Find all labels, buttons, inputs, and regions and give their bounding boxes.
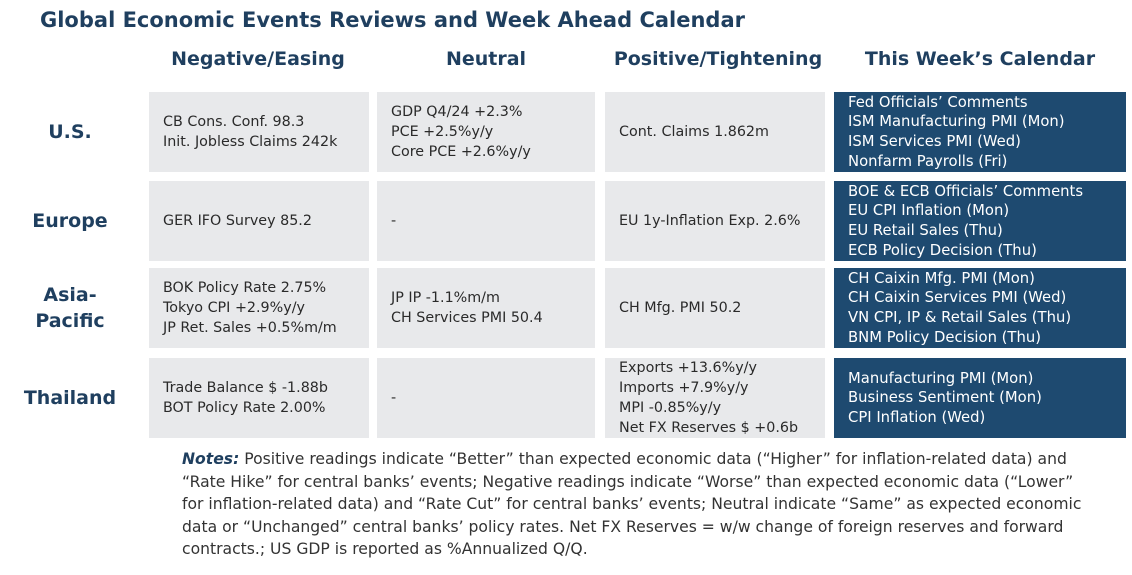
calendar-event: BNM Policy Decision (Thu): [848, 328, 1041, 346]
event-reading: GER IFO Survey 85.2: [163, 213, 312, 229]
notes-label: Notes:: [182, 450, 240, 468]
calendar-event: Fed Officials’ Comments: [848, 93, 1028, 111]
event-reading: MPI -0.85%y/y: [619, 400, 722, 416]
calendar-event: EU CPI Inflation (Mon): [848, 202, 1010, 220]
cell-neutral-asia-pacific: JP IP -1.1%m/m CH Services PMI 50.4: [377, 268, 595, 348]
cell-negative-asia-pacific: BOK Policy Rate 2.75% Tokyo CPI +2.9%y/y J…: [149, 268, 369, 348]
event-reading: Core PCE +2.6%y/y: [391, 144, 531, 160]
cell-neutral-thailand: -: [377, 358, 595, 438]
event-reading: -: [391, 213, 397, 229]
calendar-event: EU Retail Sales (Thu): [848, 222, 1003, 239]
region-label-line: Thailand: [23, 387, 117, 409]
column-header-calendar: This Week’s Calendar: [864, 48, 1096, 70]
cell-negative-us: CB Cons. Conf. 98.3 Init. Jobless Claims …: [149, 92, 369, 172]
calendar-event: CPI Inflation (Wed): [848, 408, 986, 426]
calendar-event: ISM Manufacturing PMI (Mon): [848, 113, 1065, 131]
event-reading: Exports +13.6%y/y: [619, 360, 757, 376]
event-reading: Cont. Claims 1.862m: [619, 124, 769, 140]
event-reading: JP IP -1.1%m/m: [391, 290, 500, 306]
region-label-line: Asia-: [43, 284, 97, 306]
notes-paragraph: Notes: Positive readings indicate “Bette…: [182, 448, 1082, 561]
calendar-event: Manufacturing PMI (Mon): [848, 369, 1034, 387]
calendar-event: BOE & ECB Officials’ Comments: [848, 182, 1084, 200]
cell-positive-us: Cont. Claims 1.862m: [605, 92, 825, 172]
cell-negative-europe: GER IFO Survey 85.2: [149, 181, 369, 261]
event-reading: BOK Policy Rate 2.75%: [163, 280, 327, 296]
event-reading: GDP Q4/24 +2.3%: [391, 104, 523, 120]
calendar-event: CH Caixin Mfg. PMI (Mon): [848, 269, 1035, 287]
column-header-negative: Negative/Easing: [171, 48, 345, 70]
event-reading: Imports +7.9%y/y: [619, 380, 749, 396]
event-reading: CH Mfg. PMI 50.2: [619, 300, 742, 316]
calendar-event: ISM Services PMI (Wed): [848, 133, 1021, 150]
cell-positive-asia-pacific: CH Mfg. PMI 50.2: [605, 268, 825, 348]
cell-calendar-thailand: Manufacturing PMI (Mon) Business Sentimen…: [834, 358, 1126, 438]
cell-neutral-us: GDP Q4/24 +2.3% PCE +2.5%y/y Core PCE +2.6…: [377, 92, 595, 172]
event-reading: Trade Balance $ -1.88b: [163, 380, 328, 396]
event-reading: BOT Policy Rate 2.00%: [163, 400, 326, 416]
event-reading: PCE +2.5%y/y: [391, 124, 494, 140]
cell-calendar-us: Fed Officials’ Comments ISM Manufacturing…: [834, 92, 1126, 172]
row-header-asia-pacific: Asia- Pacific: [0, 268, 140, 348]
event-reading: EU 1y-Inflation Exp. 2.6%: [619, 213, 801, 229]
cell-calendar-europe: BOE & ECB Officials’ Comments EU CPI Infl…: [834, 181, 1126, 261]
cell-calendar-asia-pacific: CH Caixin Mfg. PMI (Mon) CH Caixin Servic…: [834, 268, 1126, 348]
row-header-thailand: Thailand: [0, 358, 140, 438]
calendar-event: Business Sentiment (Mon): [848, 389, 1042, 407]
page-title: Global Economic Events Reviews and Week …: [40, 8, 745, 32]
event-reading: CH Services PMI 50.4: [391, 310, 543, 326]
row-header-europe: Europe: [0, 181, 140, 261]
event-reading: -: [391, 390, 397, 406]
event-reading: JP Ret. Sales +0.5%m/m: [163, 320, 337, 336]
cell-positive-thailand: Exports +13.6%y/y Imports +7.9%y/y MPI -0.…: [605, 358, 825, 438]
cell-neutral-europe: -: [377, 181, 595, 261]
column-header-neutral: Neutral: [445, 48, 527, 70]
region-label-line: U.S.: [48, 121, 92, 143]
cell-negative-thailand: Trade Balance $ -1.88b BOT Policy Rate 2.…: [149, 358, 369, 438]
region-label-line: Europe: [32, 210, 108, 232]
region-label-line: Pacific: [35, 310, 105, 332]
calendar-event: VN CPI, IP & Retail Sales (Thu): [848, 309, 1072, 326]
calendar-event: Nonfarm Payrolls (Fri): [848, 152, 1008, 170]
event-reading: CB Cons. Conf. 98.3: [163, 114, 305, 130]
event-reading: Init. Jobless Claims 242k: [163, 134, 338, 150]
row-header-us: U.S.: [0, 92, 140, 172]
calendar-event: ECB Policy Decision (Thu): [848, 241, 1037, 259]
notes-text: Positive readings indicate “Better” than…: [182, 450, 1082, 558]
event-reading: Net FX Reserves $ +0.6b: [619, 420, 799, 436]
column-header-positive: Positive/Tightening: [613, 48, 823, 70]
event-reading: Tokyo CPI +2.9%y/y: [163, 300, 305, 316]
calendar-event: CH Caixin Services PMI (Wed): [848, 289, 1067, 307]
cell-positive-europe: EU 1y-Inflation Exp. 2.6%: [605, 181, 825, 261]
